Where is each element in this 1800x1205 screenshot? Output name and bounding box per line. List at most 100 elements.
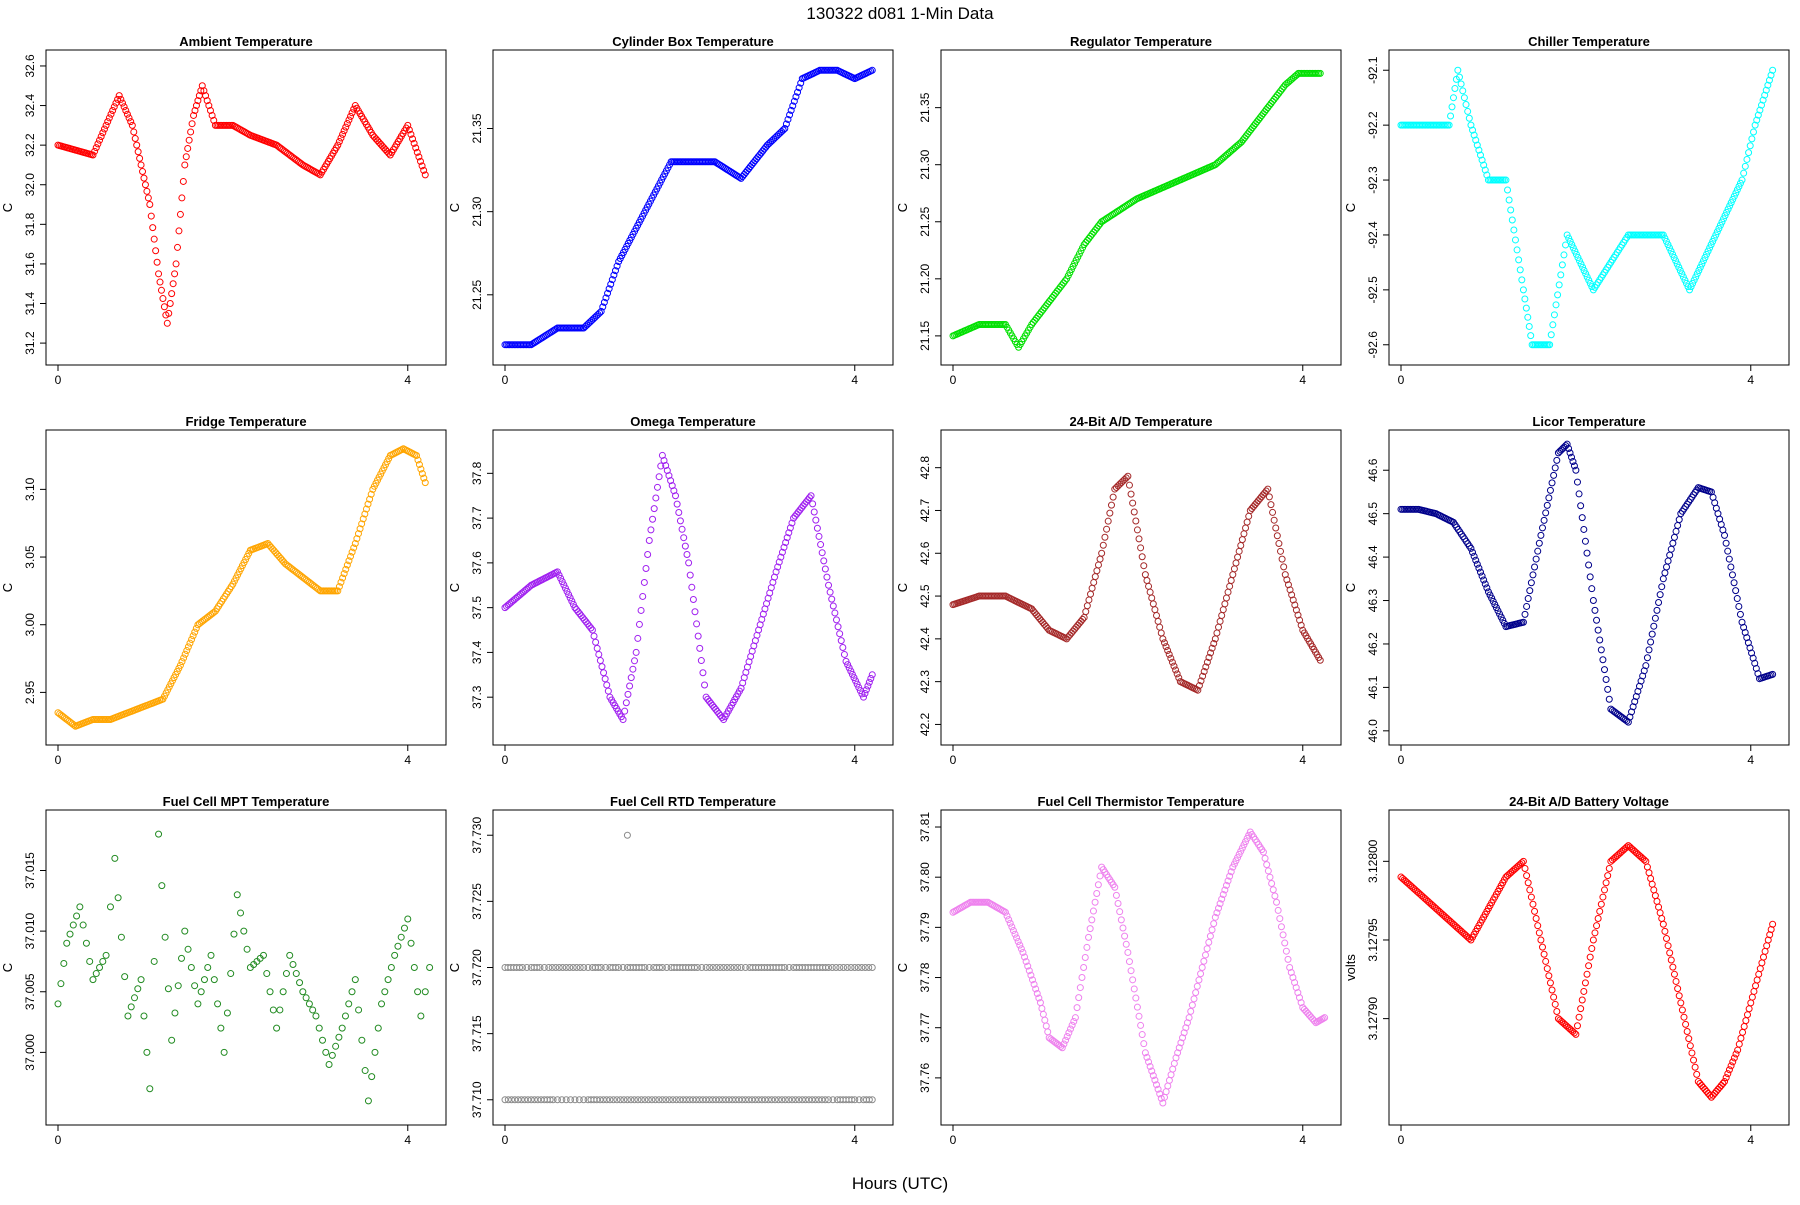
data-point xyxy=(1107,501,1115,509)
y-tick-label: 37.81 xyxy=(918,812,932,842)
data-point xyxy=(1156,1090,1164,1098)
data-point xyxy=(1076,984,1084,992)
data-point xyxy=(639,592,647,600)
y-tick-label: 42.3 xyxy=(918,670,932,694)
data-point xyxy=(1545,972,1553,980)
data-point xyxy=(1662,237,1670,245)
data-point xyxy=(725,1096,733,1104)
data-point xyxy=(761,1096,769,1104)
data-point xyxy=(755,1096,763,1104)
data-point xyxy=(354,530,362,538)
panel-4: Chiller Temperature C 0 4 -92.6 -92.5 -92.4 -92… xyxy=(1343,34,1790,387)
data-point xyxy=(362,505,370,513)
data-point xyxy=(624,690,632,698)
data-point xyxy=(599,303,607,311)
data-point xyxy=(1661,569,1669,577)
data-point xyxy=(1024,962,1032,970)
data-point xyxy=(1149,600,1157,608)
data-point xyxy=(1707,241,1715,249)
data-point xyxy=(1088,584,1096,592)
data-point xyxy=(190,111,198,119)
data-point xyxy=(732,1096,740,1104)
data-point xyxy=(1137,544,1145,552)
data-point xyxy=(1623,843,1631,851)
y-tick-label: 37.710 xyxy=(470,1081,484,1118)
data-point xyxy=(657,462,665,470)
y-tick-label: 37.7 xyxy=(470,506,484,530)
data-point xyxy=(1175,1044,1183,1052)
data-point xyxy=(1081,953,1089,961)
data-point xyxy=(339,130,347,138)
data-point xyxy=(183,647,191,655)
data-point xyxy=(545,964,553,971)
data-point xyxy=(1096,872,1104,880)
y-tick-label: 32.6 xyxy=(23,54,37,78)
data-point xyxy=(720,964,728,971)
data-point xyxy=(1227,868,1235,876)
data-point xyxy=(1025,967,1033,975)
data-point xyxy=(675,509,683,517)
data-point xyxy=(79,921,87,929)
data-point xyxy=(1289,596,1297,604)
x-tick-label: 0 xyxy=(1398,1133,1405,1147)
panel-9: Fuel Cell MPT Temperature C 0 4 37.000 37.005… xyxy=(0,794,447,1147)
data-point xyxy=(672,1096,680,1104)
data-points xyxy=(949,828,1329,1107)
data-point xyxy=(559,964,567,971)
chart-panels: Ambient Temperature C 0 4 31.2 31.4 31.6 31.8 32… xyxy=(0,34,1790,1147)
data-point xyxy=(1699,257,1707,265)
data-point xyxy=(1122,940,1130,948)
data-point xyxy=(828,964,836,971)
data-point xyxy=(738,1096,746,1104)
data-point xyxy=(413,148,421,156)
data-point xyxy=(847,667,855,675)
data-point xyxy=(102,121,110,129)
data-point xyxy=(214,1000,222,1008)
data-point xyxy=(593,644,601,652)
data-point xyxy=(1198,964,1206,971)
data-point xyxy=(629,665,637,673)
data-point xyxy=(1028,976,1036,984)
data-point xyxy=(1502,176,1510,184)
data-points xyxy=(501,831,876,1104)
data-point xyxy=(553,568,561,576)
data-point xyxy=(1521,295,1529,303)
data-point xyxy=(690,964,698,971)
data-point xyxy=(501,1096,509,1104)
data-point xyxy=(1667,545,1675,553)
data-point xyxy=(1140,1040,1148,1048)
data-point xyxy=(1648,630,1656,638)
data-point xyxy=(1565,445,1573,453)
data-point xyxy=(1216,617,1224,625)
data-point xyxy=(1733,595,1741,603)
data-point xyxy=(1465,935,1473,943)
x-tick-label: 0 xyxy=(950,1133,957,1147)
data-points xyxy=(1397,842,1777,1101)
plot-frame xyxy=(45,429,447,746)
data-point xyxy=(1527,332,1535,340)
data-point xyxy=(1534,922,1542,930)
data-point xyxy=(92,970,100,978)
data-point xyxy=(243,945,251,953)
data-point xyxy=(1473,560,1481,568)
panel-title: Fridge Temperature xyxy=(185,414,306,429)
data-point xyxy=(128,121,136,129)
data-point xyxy=(1197,677,1205,685)
data-point xyxy=(171,270,179,278)
y-tick-label: 31.2 xyxy=(23,331,37,355)
data-point xyxy=(105,114,113,122)
data-point xyxy=(1537,936,1545,944)
data-point xyxy=(1709,237,1717,245)
data-point xyxy=(1698,260,1706,268)
data-point xyxy=(1082,608,1090,616)
data-point xyxy=(315,586,323,594)
data-point xyxy=(175,227,183,235)
data-point xyxy=(178,658,186,666)
data-point xyxy=(568,597,576,605)
data-point xyxy=(1532,915,1540,923)
x-tick-label: 0 xyxy=(502,753,509,767)
data-point xyxy=(540,964,548,971)
data-point xyxy=(596,657,604,665)
data-point xyxy=(325,1061,333,1068)
data-point xyxy=(178,954,186,962)
